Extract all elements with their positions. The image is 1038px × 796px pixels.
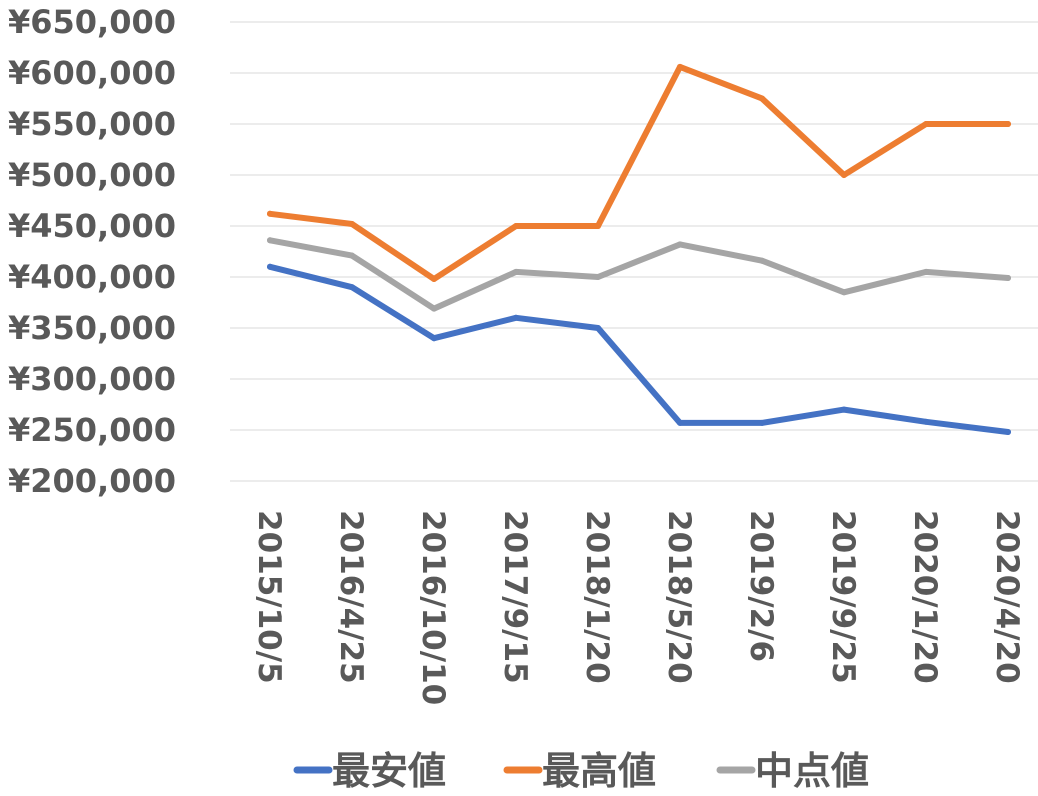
x-tick-label: 2018/1/20 [579, 510, 615, 684]
x-tick-label: 2016/10/10 [415, 510, 451, 705]
x-tick-label: 2016/4/25 [333, 510, 369, 684]
data-point [841, 289, 847, 296]
data-point [349, 221, 355, 227]
x-tick-label: 2019/2/6 [743, 510, 779, 662]
y-axis-tick-labels: ¥650,000 ¥600,000 ¥550,000 ¥500,000 ¥450,000… [8, 3, 176, 500]
y-tick-label: ¥500,000 [8, 156, 176, 194]
data-point [513, 223, 519, 229]
y-tick-label: ¥650,000 [8, 3, 176, 41]
y-tick-label: ¥600,000 [8, 54, 176, 92]
data-point [349, 252, 355, 259]
series-line-3 [267, 237, 1011, 312]
data-point [595, 325, 601, 331]
x-tick-label: 2020/1/20 [907, 510, 943, 684]
y-tick-label: ¥450,000 [8, 207, 176, 245]
data-point [841, 406, 847, 413]
legend-label: 最高値 [542, 749, 656, 793]
data-point [677, 241, 683, 248]
data-point [431, 276, 437, 282]
data-point [267, 210, 273, 217]
data-point [1005, 275, 1011, 281]
data-point [595, 223, 601, 229]
data-point [595, 274, 601, 280]
data-point [349, 284, 355, 291]
x-tick-label: 2019/9/25 [825, 510, 861, 684]
data-point [513, 314, 519, 321]
data-point [267, 237, 273, 244]
data-point [759, 419, 765, 426]
x-axis-tick-labels: 2015/10/5 2016/4/25 2016/10/10 2017/9/15 201… [251, 510, 1025, 705]
x-tick-label: 2020/4/20 [989, 510, 1025, 684]
data-point [923, 418, 929, 425]
data-point [431, 305, 437, 312]
y-tick-label: ¥350,000 [8, 309, 176, 347]
legend: 最安値 最高値 中点値 [293, 749, 869, 793]
y-tick-label: ¥300,000 [8, 360, 176, 398]
series-line-2 [267, 63, 1011, 282]
x-tick-label: 2015/10/5 [251, 510, 287, 684]
x-tick-label: 2018/5/20 [661, 510, 697, 684]
data-point [677, 63, 683, 70]
data-point [1005, 121, 1011, 127]
y-tick-label: ¥400,000 [8, 258, 176, 296]
data-point [841, 172, 847, 178]
y-tick-label: ¥250,000 [8, 411, 176, 449]
data-point [1005, 429, 1011, 435]
y-tick-label: ¥200,000 [8, 462, 176, 500]
legend-label: 最安値 [332, 749, 446, 793]
series-lines [267, 63, 1011, 435]
series-line-1 [267, 263, 1011, 435]
data-point [923, 121, 929, 127]
data-point [431, 335, 437, 342]
data-point [759, 95, 765, 102]
data-point [923, 268, 929, 275]
data-point [759, 257, 765, 264]
data-point [677, 419, 683, 426]
legend-label: 中点値 [755, 749, 869, 793]
data-point [267, 263, 273, 270]
y-tick-label: ¥550,000 [8, 105, 176, 143]
gridlines [230, 21, 1038, 482]
data-point [513, 268, 519, 275]
x-tick-label: 2017/9/15 [497, 510, 533, 684]
